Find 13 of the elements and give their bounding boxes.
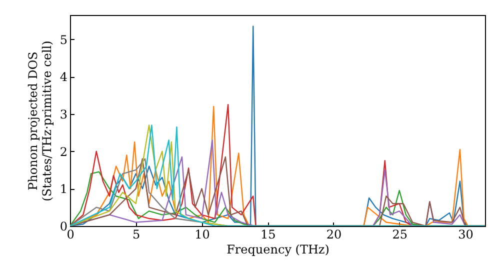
y-tick-label: 1 bbox=[60, 182, 68, 196]
y-tick-label: 2 bbox=[60, 144, 68, 159]
x-tick-label: 10 bbox=[194, 228, 210, 242]
y-tick-label: 5 bbox=[60, 32, 68, 47]
x-tick-label: 30 bbox=[458, 228, 474, 242]
x-tick-label: 25 bbox=[392, 228, 408, 242]
y-tick-label: 4 bbox=[60, 70, 68, 84]
y-tick-label: 3 bbox=[60, 107, 68, 122]
x-axis-title: Frequency (THz) bbox=[226, 242, 330, 256]
y-axis-title: Phonon projected DOS (States/THz·primitive cell) bbox=[26, 40, 54, 202]
x-tick-label: 15 bbox=[260, 228, 276, 242]
x-tick-label: 20 bbox=[326, 228, 342, 242]
x-tick-label: 5 bbox=[132, 228, 140, 242]
